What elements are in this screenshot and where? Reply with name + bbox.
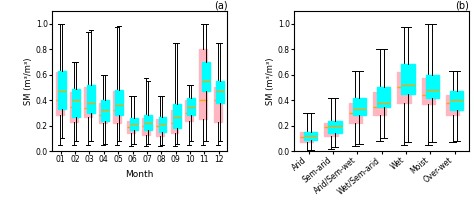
PathPatch shape (130, 118, 137, 130)
PathPatch shape (70, 92, 78, 122)
PathPatch shape (158, 117, 166, 132)
PathPatch shape (324, 123, 337, 136)
PathPatch shape (450, 91, 463, 110)
PathPatch shape (201, 62, 210, 91)
PathPatch shape (446, 95, 459, 116)
PathPatch shape (55, 72, 64, 116)
PathPatch shape (300, 132, 313, 142)
PathPatch shape (142, 118, 150, 135)
PathPatch shape (156, 119, 164, 136)
PathPatch shape (214, 87, 221, 122)
Text: (b): (b) (456, 0, 469, 10)
PathPatch shape (173, 104, 181, 128)
PathPatch shape (401, 64, 415, 94)
PathPatch shape (144, 116, 152, 130)
PathPatch shape (199, 49, 207, 119)
PathPatch shape (328, 121, 342, 133)
PathPatch shape (185, 100, 193, 121)
PathPatch shape (187, 98, 195, 116)
PathPatch shape (87, 85, 95, 113)
PathPatch shape (377, 87, 390, 106)
PathPatch shape (349, 103, 362, 123)
PathPatch shape (113, 91, 121, 123)
PathPatch shape (84, 87, 92, 117)
PathPatch shape (101, 100, 109, 121)
PathPatch shape (128, 121, 136, 133)
Text: (a): (a) (214, 0, 228, 10)
PathPatch shape (353, 98, 366, 116)
PathPatch shape (171, 110, 179, 133)
PathPatch shape (304, 132, 317, 140)
PathPatch shape (99, 103, 107, 123)
PathPatch shape (116, 90, 123, 116)
PathPatch shape (73, 89, 80, 117)
Y-axis label: SM (m³/m³): SM (m³/m³) (24, 57, 33, 105)
X-axis label: Month: Month (126, 170, 154, 179)
PathPatch shape (373, 92, 386, 116)
PathPatch shape (422, 78, 435, 104)
PathPatch shape (58, 71, 66, 109)
PathPatch shape (397, 72, 410, 103)
PathPatch shape (426, 75, 439, 98)
PathPatch shape (216, 81, 224, 103)
Y-axis label: SM (m³/m³): SM (m³/m³) (266, 57, 275, 105)
